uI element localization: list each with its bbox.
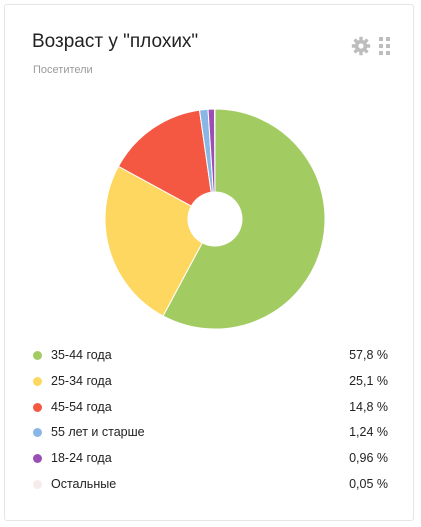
legend-color-dot — [33, 428, 42, 438]
widget-subtitle: Посетители — [33, 64, 93, 76]
gear-icon[interactable] — [351, 36, 371, 56]
legend-value: 57,8 % — [349, 348, 388, 362]
legend-label: 55 лет и старше — [51, 425, 145, 440]
legend-label: 18-24 года — [51, 451, 112, 466]
legend-color-dot — [33, 402, 42, 412]
legend-row[interactable]: 25-34 года 25,1 % — [5, 372, 415, 392]
legend-row[interactable]: Остальные 0,05 % — [5, 475, 415, 495]
widget-title: Возраст у "плохих" — [32, 31, 199, 52]
drag-handle-icon[interactable] — [379, 37, 391, 55]
legend-color-dot — [33, 454, 42, 464]
donut-chart — [104, 108, 326, 330]
legend-color-dot — [33, 480, 42, 489]
widget-card: Возраст у "плохих" Посетители 35-44 года… — [4, 4, 414, 521]
pie-slice-2[interactable] — [117, 109, 212, 207]
legend-row[interactable]: 35-44 года 57,8 % — [5, 346, 415, 366]
legend-value: 1,24 % — [349, 425, 388, 440]
legend-color-dot — [33, 351, 42, 360]
legend-label: Остальные — [51, 477, 117, 491]
legend-value: 14,8 % — [349, 399, 388, 414]
legend-row[interactable]: 45-54 года 14,8 % — [5, 398, 415, 418]
legend-label: 45-54 года — [51, 399, 112, 414]
legend-color-dot — [33, 376, 42, 386]
legend-row[interactable]: 55 лет и старше 1,24 % — [5, 423, 415, 443]
legend-label: 25-34 года — [51, 373, 112, 388]
legend-value: 25,1 % — [349, 373, 388, 388]
pie-slice-0[interactable] — [162, 108, 326, 330]
pie-slice-1[interactable] — [104, 165, 203, 317]
legend-value: 0,05 % — [349, 477, 388, 491]
legend-row[interactable]: 18-24 года 0,96 % — [5, 449, 415, 469]
legend-label: 35-44 года — [51, 348, 112, 362]
legend-value: 0,96 % — [349, 451, 388, 466]
